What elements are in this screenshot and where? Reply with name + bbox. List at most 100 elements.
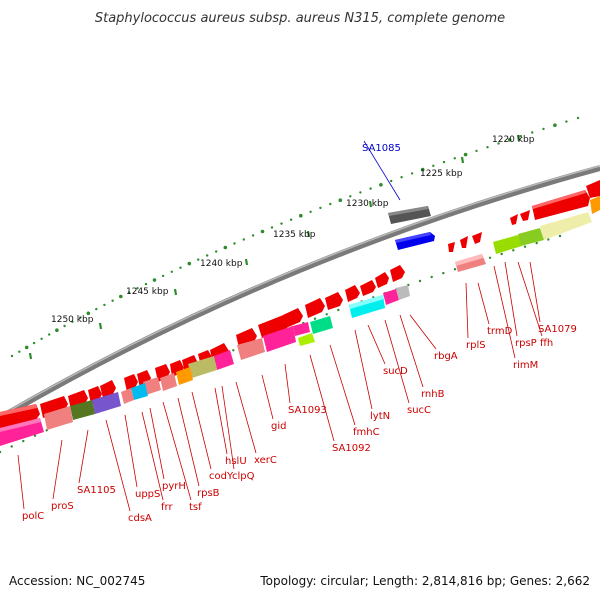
gene-label-rpsb[interactable]: rpsB: [197, 488, 220, 499]
gene-label-sa1085[interactable]: SA1085: [362, 143, 401, 154]
scale-dot: [179, 266, 182, 269]
scale-label: 1230 kbp: [346, 199, 389, 209]
inner-scale-dot: [453, 268, 457, 271]
gene-label-sa1093[interactable]: SA1093: [288, 405, 327, 416]
gene-label-succ[interactable]: sucC: [407, 405, 431, 416]
scale-dot: [48, 333, 51, 336]
gene-label-cdsa[interactable]: cdsA: [128, 513, 152, 524]
leader-line-trmd: [477, 282, 490, 325]
inner-scale-dot: [325, 313, 328, 316]
gene-label-trmd[interactable]: trmD: [487, 326, 513, 337]
inner-scale-dot: [337, 308, 340, 312]
scale-tick: [28, 352, 33, 360]
leader-line-sa1092: [309, 354, 335, 442]
gene-cluster-left[interactable]: [0, 343, 234, 446]
scale-dot: [161, 274, 165, 278]
scale-dot: [463, 152, 468, 157]
gene-label-fmhc[interactable]: fmhC: [353, 427, 380, 438]
gene-label-polc[interactable]: polC: [22, 511, 44, 522]
scale-dot: [553, 123, 557, 127]
leader-line-pyrh: [149, 407, 165, 480]
leader-line-rimm: [493, 265, 516, 359]
gene-label-rpls[interactable]: rplS: [466, 340, 486, 351]
scale-dot: [280, 222, 283, 225]
gene-label-upps[interactable]: uppS: [135, 489, 160, 500]
scale-dot: [270, 226, 274, 229]
scale-tick: [173, 288, 178, 296]
inner-scale-dot: [442, 271, 445, 275]
scale-dot: [475, 149, 478, 153]
leader-line-rpls: [465, 282, 469, 339]
scale-dot: [103, 303, 106, 307]
leader-line-cdsa: [105, 419, 131, 512]
leader-line-lytn: [354, 329, 373, 410]
gene-label-clpq[interactable]: clpQ: [232, 471, 255, 482]
scale-label: 1250 kbp: [51, 315, 94, 325]
gene-label-sa1092[interactable]: SA1092: [332, 443, 371, 454]
inner-scale-dot: [547, 238, 550, 241]
gene-label-rnhb[interactable]: rnhB: [421, 389, 445, 400]
gene-label-sa1079[interactable]: SA1079: [538, 324, 577, 335]
gene-label-ffh[interactable]: ffh: [540, 338, 553, 349]
scale-dot: [10, 354, 14, 358]
gene-label-xerc[interactable]: xerC: [254, 455, 277, 466]
gene-label-pros[interactable]: proS: [51, 501, 74, 512]
scale-dot: [24, 345, 29, 350]
gene-label-rimm[interactable]: rimM: [513, 360, 538, 371]
inner-scale-dot: [488, 256, 492, 259]
gene-label-sucd[interactable]: sucD: [383, 366, 408, 377]
gene-label-lytn[interactable]: lytN: [370, 411, 390, 422]
scale-dot: [71, 320, 74, 323]
inner-scale-dot: [430, 275, 433, 279]
scale-dot: [507, 138, 512, 142]
scale-labels: 1220 kbp 1225 kbp 1230 kbp 1235 kbp 1240 kbp…: [51, 135, 535, 325]
scale-dot: [32, 341, 36, 345]
inner-scale-dot: [535, 241, 538, 245]
label-leader-lines: [17, 140, 543, 512]
scale-dot: [95, 307, 98, 311]
genome-summary-text: Topology: circular; Length: 2,814,816 bp…: [260, 574, 590, 588]
gene-label-hslu[interactable]: hslU: [225, 456, 247, 467]
scale-dot: [390, 179, 393, 183]
gene-cluster-right[interactable]: [448, 180, 600, 272]
gene-label-pyrh[interactable]: pyrH: [162, 481, 186, 492]
leader-line-succ: [384, 319, 410, 404]
scale-dot: [565, 120, 568, 123]
scale-dot: [359, 191, 362, 194]
scale-dot: [442, 160, 446, 164]
leader-line-pros: [52, 439, 63, 500]
scale-label: 1225 kbp: [420, 169, 463, 179]
inner-scale-dot: [418, 279, 422, 283]
gene-label-rbga[interactable]: rbgA: [434, 351, 458, 362]
gene-label-cody[interactable]: codY: [209, 471, 234, 482]
inner-scale-dot: [500, 252, 503, 256]
scale-dot: [542, 127, 545, 131]
scale-dot: [136, 287, 139, 290]
scale-dot: [111, 299, 114, 302]
gene-label-gid[interactable]: gid: [271, 421, 286, 432]
leader-line-ffh: [517, 261, 543, 337]
scale-label: 1235 kbp: [273, 230, 316, 240]
gene-label-sa1105[interactable]: SA1105: [77, 485, 116, 496]
scale-dot: [420, 167, 425, 172]
scale-dot: [127, 291, 131, 294]
inner-scale-dot: [232, 349, 235, 352]
gene-label-frr[interactable]: frr: [161, 502, 173, 513]
gene-SA1085-block[interactable]: [388, 206, 435, 250]
gene-label-tsf[interactable]: tsf: [189, 502, 202, 513]
leader-line-sucd: [367, 324, 386, 365]
scale-tick: [306, 230, 311, 238]
leader-line-gid: [261, 374, 274, 420]
scale-dot: [170, 270, 173, 273]
scale-dot: [410, 172, 414, 175]
scale-dot: [519, 135, 523, 138]
scale-dot: [215, 250, 218, 253]
inner-scale-dot: [523, 245, 527, 248]
gene-cluster-middle[interactable]: [236, 265, 410, 360]
scale-dot: [453, 157, 456, 160]
scale-dot: [576, 116, 580, 120]
gene-label-rpsp[interactable]: rpsP: [515, 338, 537, 349]
scale-dot: [152, 278, 157, 282]
scale-dot: [400, 176, 403, 179]
